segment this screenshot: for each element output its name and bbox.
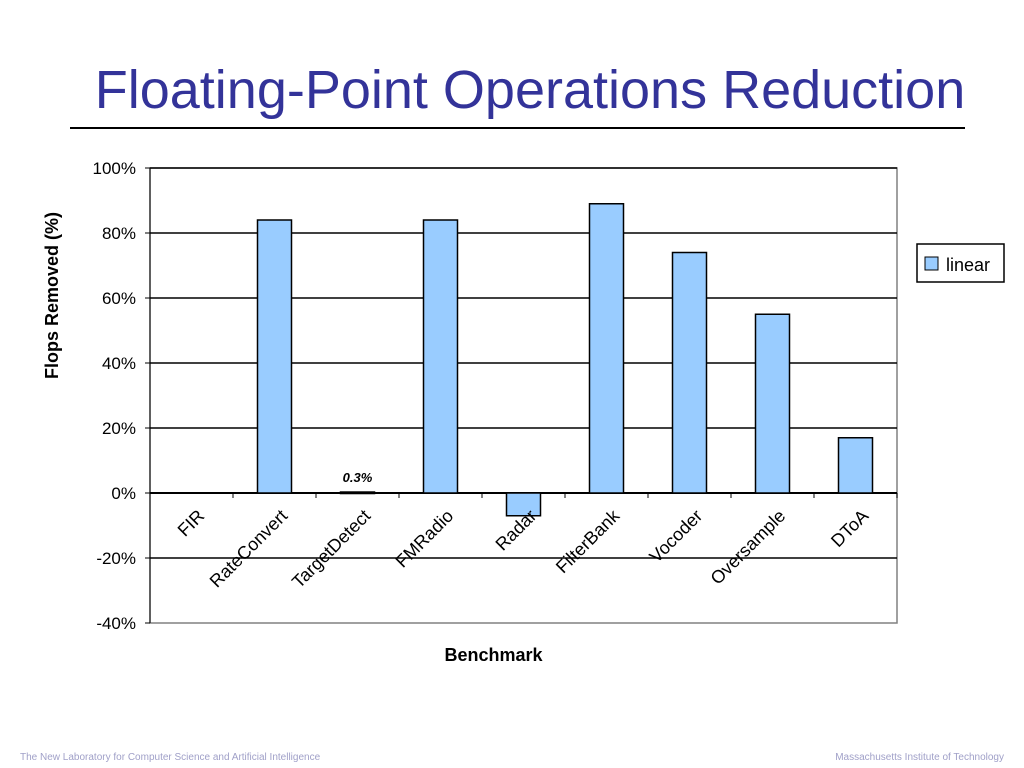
legend-swatch xyxy=(924,256,939,271)
bar-dtoa xyxy=(837,437,874,494)
bar-rateconvert xyxy=(256,219,293,494)
bar-targetdetect xyxy=(339,491,376,495)
y-tick-label: 40% xyxy=(102,354,136,373)
slide-title: Floating-Point Operations Reduction xyxy=(94,60,966,120)
y-axis-title: Flops Removed (%) xyxy=(42,212,62,379)
y-tick-label: 20% xyxy=(102,419,136,438)
footer-right-text: Massachusetts Institute of Technology xyxy=(835,752,1004,763)
y-tick-label: -40% xyxy=(96,614,136,633)
data-label: 0.3% xyxy=(343,470,373,485)
bar-filterbank xyxy=(588,203,625,494)
bar-fmradio xyxy=(422,219,459,494)
legend-label: linear xyxy=(946,255,990,275)
y-tick-label: -20% xyxy=(96,549,136,568)
bar-chart: -40%-20%0%20%40%60%80%100%0.3%FIRRateCon… xyxy=(42,159,1005,665)
y-tick-label: 0% xyxy=(111,484,136,503)
bar-radar xyxy=(505,492,542,517)
y-tick-label: 60% xyxy=(102,289,136,308)
footer-left-text: The New Laboratory for Computer Science … xyxy=(20,752,321,763)
title-divider xyxy=(70,127,965,129)
y-tick-label: 80% xyxy=(102,224,136,243)
x-axis-title: Benchmark xyxy=(444,645,543,665)
bar-oversample xyxy=(754,313,791,494)
bar-vocoder xyxy=(671,251,708,494)
y-tick-label: 100% xyxy=(93,159,136,178)
